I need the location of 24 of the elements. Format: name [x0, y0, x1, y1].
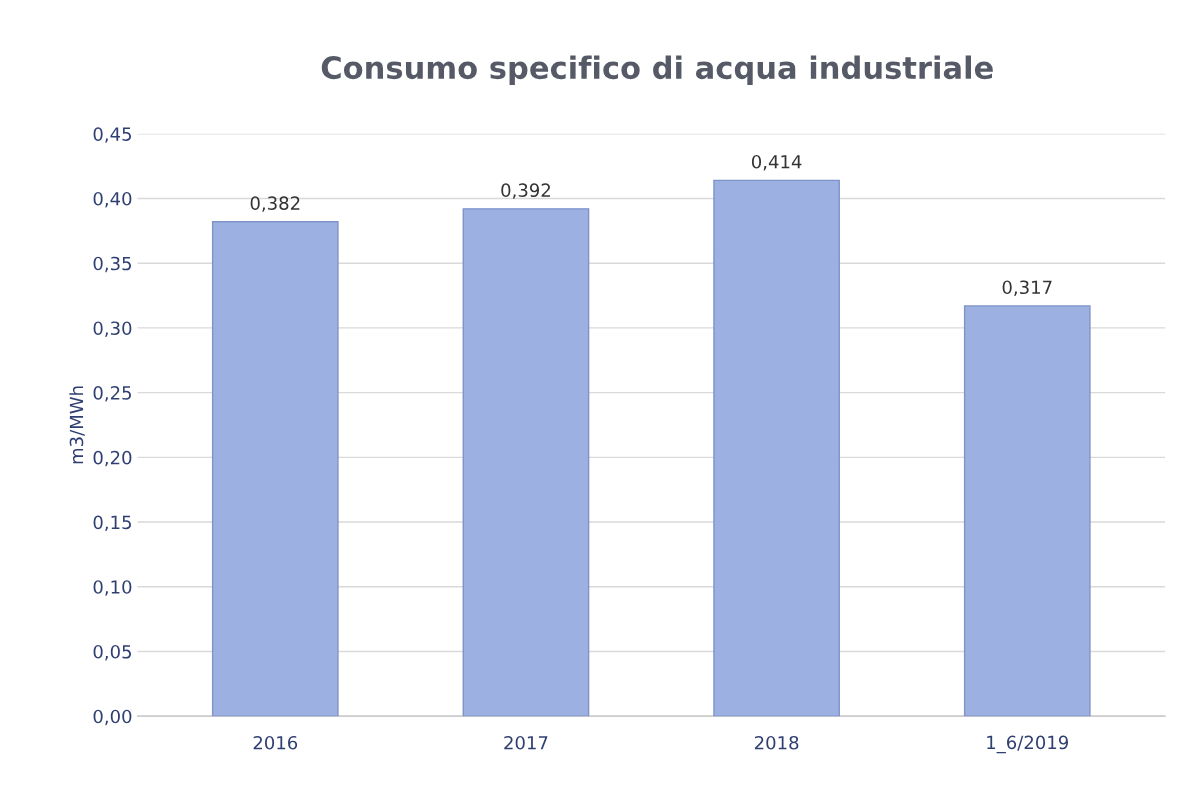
x-tick-label: 2017	[504, 735, 548, 750]
x-tick-label: 2018	[754, 735, 799, 750]
y-tick-label: 0,45	[93, 127, 131, 143]
y-tick-label: 0,20	[93, 450, 132, 467]
x-tick-label: 2016	[253, 735, 298, 750]
data-label: 0,414	[751, 154, 802, 171]
y-axis-title: m3/MWh	[69, 386, 85, 464]
y-tick-label: 0,35	[93, 256, 131, 273]
y-tick-label: 0,05	[93, 644, 131, 661]
y-tick-label: 0,00	[93, 709, 132, 726]
x-tick-label: 1_6/2019	[987, 735, 1069, 754]
bar	[211, 221, 339, 717]
y-tick-label: 0,10	[93, 580, 132, 596]
y-tick-label: 0,30	[93, 321, 132, 337]
bar	[963, 305, 1091, 717]
y-tick-label: 0,25	[93, 386, 131, 402]
bar	[462, 208, 590, 717]
data-label: 0,317	[1002, 280, 1052, 296]
bar	[713, 179, 840, 717]
y-tick-label: 0,15	[93, 515, 131, 531]
data-label: 0,392	[501, 183, 550, 199]
y-tick-label: 0,40	[93, 191, 132, 208]
data-label: 0,382	[250, 196, 300, 212]
chart-title: Consumo specifico di acqua industriale	[321, 55, 993, 86]
